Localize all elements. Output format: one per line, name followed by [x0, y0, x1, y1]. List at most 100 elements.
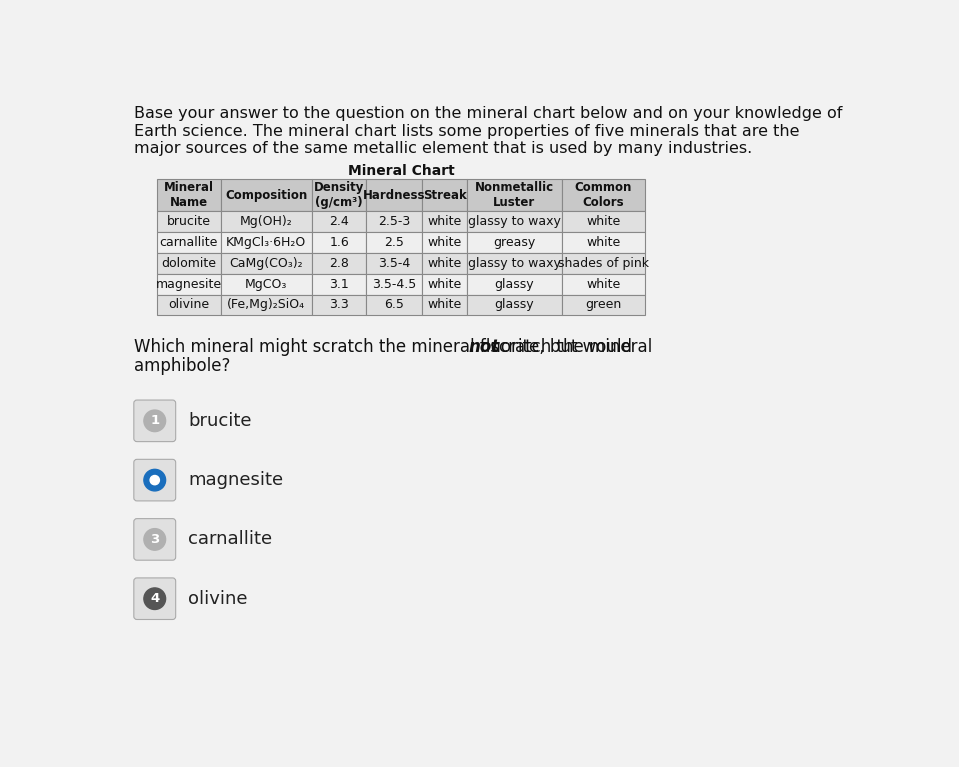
Text: olivine: olivine	[188, 590, 247, 607]
Bar	[366, 212, 422, 232]
Bar	[467, 274, 562, 295]
Text: 2.8: 2.8	[329, 257, 349, 270]
Text: Mg(OH)₂: Mg(OH)₂	[240, 216, 292, 229]
FancyBboxPatch shape	[134, 578, 175, 620]
Bar	[422, 232, 467, 253]
Text: 2.4: 2.4	[329, 216, 349, 229]
Text: Density
(g/cm³): Density (g/cm³)	[314, 181, 364, 209]
Bar	[467, 212, 562, 232]
Text: 1: 1	[151, 414, 159, 427]
Bar	[312, 253, 366, 274]
Bar	[221, 179, 312, 212]
Text: dolomite: dolomite	[161, 257, 217, 270]
Text: Which mineral might scratch the mineral fluorite, but would: Which mineral might scratch the mineral …	[134, 338, 637, 357]
Circle shape	[144, 588, 166, 610]
Text: Composition: Composition	[225, 189, 308, 202]
Bar	[221, 274, 312, 295]
Text: Nonmetallic
Luster: Nonmetallic Luster	[475, 181, 554, 209]
Text: 2.5-3: 2.5-3	[378, 216, 410, 229]
Text: 4: 4	[151, 592, 159, 605]
Text: Mineral Chart: Mineral Chart	[348, 163, 455, 178]
Text: Earth science. The mineral chart lists some properties of five minerals that are: Earth science. The mineral chart lists s…	[134, 123, 799, 139]
Bar	[157, 253, 221, 274]
Text: 1.6: 1.6	[329, 236, 349, 249]
Text: Streak: Streak	[423, 189, 466, 202]
Text: green: green	[585, 298, 621, 311]
Bar	[562, 253, 645, 274]
Bar	[312, 295, 366, 315]
Text: olivine: olivine	[168, 298, 209, 311]
Text: CaMg(CO₃)₂: CaMg(CO₃)₂	[229, 257, 303, 270]
Text: magnesite: magnesite	[188, 471, 283, 489]
Text: glassy to waxy: glassy to waxy	[468, 257, 561, 270]
Text: (Fe,Mg)₂SiO₄: (Fe,Mg)₂SiO₄	[227, 298, 305, 311]
Bar	[366, 179, 422, 212]
Text: scratch the mineral: scratch the mineral	[485, 338, 653, 357]
Circle shape	[144, 469, 166, 491]
Text: brucite: brucite	[188, 412, 251, 430]
Text: not: not	[469, 338, 500, 357]
Bar	[312, 274, 366, 295]
Bar	[157, 212, 221, 232]
Text: glassy to waxy: glassy to waxy	[468, 216, 561, 229]
Text: 3: 3	[151, 533, 159, 546]
Text: white: white	[428, 216, 461, 229]
FancyBboxPatch shape	[134, 459, 175, 501]
Text: shades of pink: shades of pink	[558, 257, 649, 270]
Bar	[366, 253, 422, 274]
Bar	[422, 274, 467, 295]
Text: major sources of the same metallic element that is used by many industries.: major sources of the same metallic eleme…	[134, 141, 752, 156]
Text: brucite: brucite	[167, 216, 211, 229]
Bar	[562, 212, 645, 232]
Text: white: white	[428, 298, 461, 311]
Text: carnallite: carnallite	[159, 236, 218, 249]
FancyBboxPatch shape	[134, 400, 175, 442]
Bar	[221, 253, 312, 274]
Text: KMgCl₃·6H₂O: KMgCl₃·6H₂O	[226, 236, 307, 249]
Text: 2.5: 2.5	[385, 236, 404, 249]
Text: 6.5: 6.5	[385, 298, 404, 311]
Bar	[157, 274, 221, 295]
Text: white: white	[428, 278, 461, 291]
Text: greasy: greasy	[493, 236, 535, 249]
Bar	[221, 212, 312, 232]
Circle shape	[144, 410, 166, 432]
Bar	[467, 179, 562, 212]
Bar	[562, 232, 645, 253]
Text: Common
Colors: Common Colors	[574, 181, 632, 209]
Bar	[562, 274, 645, 295]
Bar	[157, 179, 221, 212]
Bar	[221, 232, 312, 253]
Text: white: white	[586, 216, 620, 229]
Text: white: white	[428, 236, 461, 249]
Text: glassy: glassy	[495, 278, 534, 291]
Bar	[467, 295, 562, 315]
Text: 3.5-4.5: 3.5-4.5	[372, 278, 416, 291]
Text: white: white	[586, 278, 620, 291]
Bar	[422, 212, 467, 232]
Bar	[562, 179, 645, 212]
Text: glassy: glassy	[495, 298, 534, 311]
Bar	[467, 253, 562, 274]
Circle shape	[144, 528, 166, 550]
Text: white: white	[428, 257, 461, 270]
Text: Base your answer to the question on the mineral chart below and on your knowledg: Base your answer to the question on the …	[134, 106, 842, 121]
Text: carnallite: carnallite	[188, 531, 272, 548]
Bar	[221, 295, 312, 315]
Text: magnesite: magnesite	[155, 278, 222, 291]
Bar	[312, 179, 366, 212]
Text: Mineral
Name: Mineral Name	[164, 181, 214, 209]
Text: Hardness: Hardness	[363, 189, 426, 202]
Text: white: white	[586, 236, 620, 249]
Bar	[366, 232, 422, 253]
Bar	[467, 232, 562, 253]
Bar	[562, 295, 645, 315]
Circle shape	[151, 476, 159, 485]
Text: MgCO₃: MgCO₃	[246, 278, 288, 291]
Text: 3.5-4: 3.5-4	[378, 257, 410, 270]
Bar	[422, 253, 467, 274]
Text: amphibole?: amphibole?	[134, 357, 230, 375]
Bar	[312, 212, 366, 232]
Bar	[422, 295, 467, 315]
Text: 3.3: 3.3	[329, 298, 349, 311]
